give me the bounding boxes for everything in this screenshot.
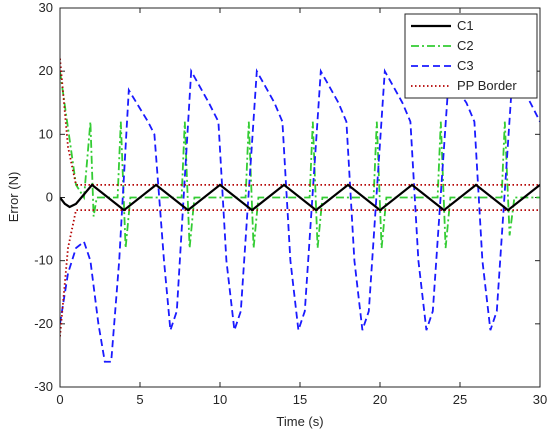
y-tick-label: -10 (34, 253, 53, 268)
y-tick-label: -30 (34, 379, 53, 394)
x-tick-label: 10 (213, 392, 227, 407)
legend-label: C1 (457, 18, 474, 33)
y-tick-label: 30 (39, 0, 53, 15)
x-tick-label: 25 (453, 392, 467, 407)
legend-label: PP Border (457, 78, 517, 93)
series-line (60, 58, 540, 186)
y-tick-label: -20 (34, 316, 53, 331)
x-tick-label: 5 (136, 392, 143, 407)
x-tick-label: 15 (293, 392, 307, 407)
y-axis-label: Error (N) (6, 172, 21, 223)
y-tick-label: 0 (46, 190, 53, 205)
legend-label: C3 (457, 58, 474, 73)
series-line (60, 71, 540, 249)
series-line (60, 183, 540, 212)
y-tick-label: 10 (39, 126, 53, 141)
series-line (60, 68, 540, 363)
axes-box (59, 7, 541, 388)
plot-lines (60, 58, 540, 363)
x-axis-label: Time (s) (276, 414, 323, 429)
x-tick-label: 20 (373, 392, 387, 407)
series-line (60, 209, 540, 337)
x-tick-label: 0 (56, 392, 63, 407)
x-tick-label: 30 (533, 392, 547, 407)
y-tick-label: 20 (39, 63, 53, 78)
legend-label: C2 (457, 38, 474, 53)
legend-box (404, 13, 538, 99)
